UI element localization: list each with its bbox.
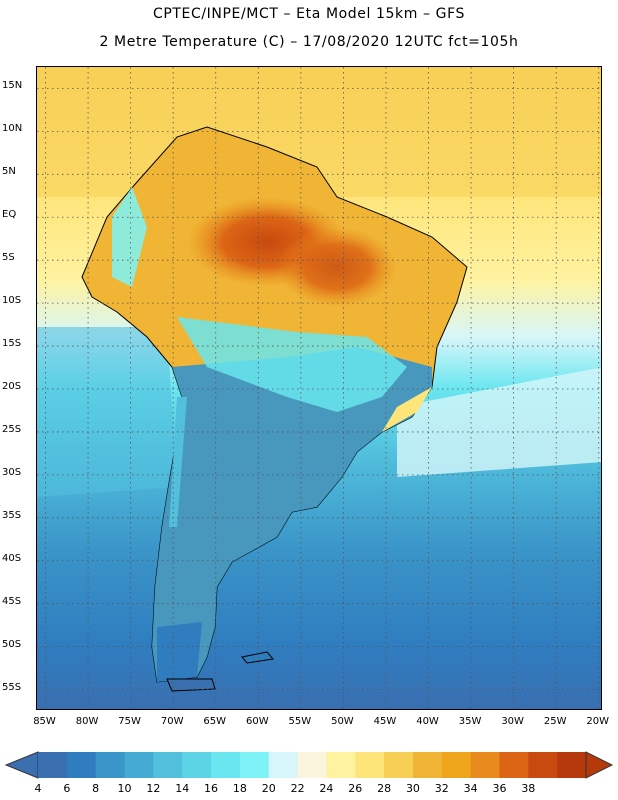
lon-tick-label: 25W: [543, 716, 567, 727]
colorbar-tick-label: 14: [175, 782, 190, 795]
lon-tick-label: 85W: [33, 716, 56, 727]
lat-tick-label: 55S: [2, 681, 22, 693]
colorbar-tick-label: 20: [261, 782, 276, 795]
lat-tick-label: 30S: [2, 466, 22, 478]
colorbar-tick-label: 38: [521, 782, 536, 795]
colorbar-swatch: [182, 752, 212, 778]
colorbar-tick-label: 36: [492, 782, 507, 795]
lon-tick-label: 55W: [288, 716, 312, 727]
colorbar-swatch: [384, 752, 414, 778]
colorbar-swatch: [326, 752, 356, 778]
southeast-coast-warm-region: [382, 387, 432, 432]
patagonia-cold-region: [157, 622, 202, 682]
temperature-colorbar: [4, 751, 614, 779]
colorbar-tick-label: 16: [204, 782, 219, 795]
chaco-mild-region: [177, 317, 407, 412]
colorbar-tick-label: 12: [146, 782, 161, 795]
lon-tick-label: 80W: [75, 716, 99, 727]
colorbar-tick-label: 28: [377, 782, 392, 795]
colorbar-tick-label: 34: [463, 782, 478, 795]
colorbar-swatch: [499, 752, 529, 778]
lat-tick-label: 20S: [2, 381, 22, 392]
falkland-islands: [241, 651, 274, 664]
colorbar-tick-label: 4: [34, 782, 42, 795]
lon-tick-label: 60W: [245, 716, 269, 727]
colorbar-swatch: [38, 752, 68, 778]
colorbar-tick-label: 6: [63, 782, 71, 795]
lat-tick-label: EQ: [2, 209, 17, 221]
map-frame: [36, 66, 602, 710]
colorbar-min-arrow: [4, 751, 39, 779]
colorbar-tick-label: 22: [290, 782, 305, 795]
para-hot-region: [277, 227, 397, 307]
colorbar-swatch: [268, 752, 299, 778]
colorbar-swatch: [297, 752, 327, 778]
andes-north-cool-region: [112, 187, 147, 287]
lat-tick-label: 35S: [2, 509, 22, 521]
map-title-line2: 2 Metre Temperature (C) – 17/08/2020 12U…: [99, 34, 519, 50]
colorbar-tick-label: 30: [405, 782, 420, 795]
colorbar-swatch: [412, 752, 443, 778]
colorbar-swatch: [124, 752, 154, 778]
andes-central-cool-region: [169, 397, 187, 527]
lat-tick-label: 15S: [2, 338, 22, 350]
colorbar-swatch: [211, 752, 241, 778]
lon-tick-label: 50W: [331, 716, 354, 727]
colorbar-swatch: [441, 752, 472, 778]
lat-tick-label: 45S: [2, 595, 22, 607]
subtropical-ocean-band: [397, 367, 601, 477]
colorbar-tick-label: 8: [92, 782, 100, 795]
lat-tick-label: 10S: [2, 295, 22, 307]
map-title-line1: CPTEC/INPE/MCT – Eta Model 15km – GFS: [152, 6, 466, 22]
colorbar-swatch: [528, 752, 558, 778]
colorbar-swatch: [239, 752, 270, 778]
colorbar-swatch: [153, 752, 183, 778]
lat-tick-label: 5N: [2, 166, 16, 178]
lon-tick-label: 45W: [373, 716, 397, 727]
lon-tick-label: 20W: [586, 716, 610, 727]
pacific-cool-band: [37, 327, 177, 497]
colorbar-tick-label: 10: [117, 782, 132, 795]
colorbar-tick-label: 24: [319, 782, 334, 795]
lat-tick-label: 40S: [2, 552, 22, 564]
colorbar-tick-label: 18: [232, 782, 247, 795]
tierra-del-fuego: [166, 678, 216, 692]
temperature-map: [37, 67, 601, 709]
lon-tick-label: 65W: [203, 716, 227, 727]
lat-tick-label: 5S: [2, 252, 15, 264]
lon-tick-label: 30W: [501, 716, 524, 727]
colorbar-max-arrow: [585, 751, 614, 779]
southern-cone-cool-region: [152, 347, 432, 682]
colorbar-tick-label: 32: [434, 782, 449, 795]
lon-tick-label: 35W: [458, 716, 482, 727]
lat-tick-label: 15N: [2, 80, 23, 92]
colorbar-swatch: [557, 752, 587, 778]
lat-tick-label: 50S: [2, 638, 22, 650]
lon-tick-label: 75W: [118, 716, 141, 727]
lat-tick-label: 10N: [2, 123, 23, 135]
colorbar-swatch: [95, 752, 126, 778]
colorbar-swatch: [355, 752, 385, 778]
lon-tick-label: 40W: [416, 716, 439, 727]
colorbar-swatch: [470, 752, 500, 778]
lat-tick-label: 25S: [2, 423, 22, 435]
colorbar-tick-label: 26: [348, 782, 363, 795]
lon-tick-label: 70W: [160, 716, 184, 727]
colorbar-swatch: [66, 752, 97, 778]
